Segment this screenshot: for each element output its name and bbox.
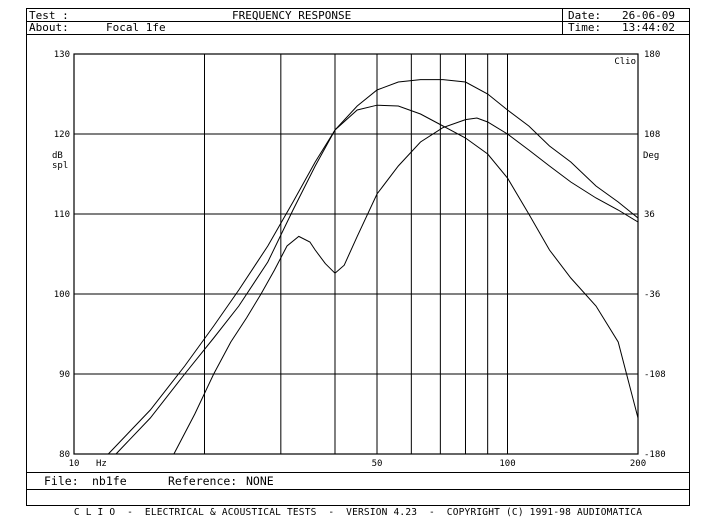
- series-line: [115, 104, 639, 455]
- time-value: 13:44:02: [622, 21, 675, 34]
- date-label: Date:: [568, 9, 602, 22]
- y-tick-label: 80: [59, 450, 70, 460]
- y-tick-label: 110: [54, 210, 70, 220]
- time-label: Time:: [568, 21, 602, 34]
- y2-tick-label: 108: [644, 130, 660, 140]
- reference-label: Reference:: [168, 474, 238, 488]
- chart-series: [107, 79, 639, 455]
- file-label: File:: [44, 474, 79, 488]
- y2-tick-label: 180: [644, 50, 660, 60]
- clio-tag: Clio: [614, 57, 636, 67]
- y2-tick-label: -108: [644, 370, 666, 380]
- y-axis-label: dB: [52, 151, 63, 161]
- reference-value: NONE: [246, 474, 274, 488]
- header-date-separator: [562, 8, 563, 34]
- file-value: nb1fe: [92, 474, 127, 488]
- y2-tick-label: -180: [644, 450, 666, 460]
- header-bottom-rule: [26, 34, 690, 35]
- plot-window: [26, 8, 690, 506]
- plot-area-border: [73, 53, 639, 455]
- y2-tick-label: -36: [644, 290, 660, 300]
- y-tick-label: 120: [54, 130, 70, 140]
- x-tick-label: 50: [372, 459, 383, 469]
- about-label: About:: [29, 21, 69, 34]
- footer-copyright: C L I O - ELECTRICAL & ACOUSTICAL TESTS …: [73, 507, 643, 518]
- about-value: Focal 1fe: [106, 21, 166, 34]
- y2-tick-label: 36: [644, 210, 655, 220]
- date-value: 26-06-09: [622, 9, 675, 22]
- report-title: FREQUENCY RESPONSE: [232, 9, 352, 22]
- file-bar-top-rule: [26, 472, 690, 473]
- file-bar-bottom-rule: [26, 489, 690, 490]
- header-divider: [26, 21, 690, 22]
- x-tick-label: 200: [630, 459, 646, 469]
- chart-labels: 80 90 100 110 120 130 -180 -108 -36 36 108 180 10 50 1…: [52, 50, 666, 469]
- series-line: [107, 79, 639, 455]
- y2-axis-label: Deg: [643, 151, 659, 161]
- series-line: [173, 117, 639, 455]
- x-tick-label: 100: [499, 459, 515, 469]
- y-tick-label: 90: [59, 370, 70, 380]
- y-tick-label: 100: [54, 290, 70, 300]
- x-unit-label: Hz: [96, 459, 107, 469]
- y-axis-label: spl: [52, 161, 68, 171]
- test-label: Test :: [29, 9, 69, 22]
- y-tick-label: 130: [54, 50, 70, 60]
- x-tick-label: 10: [69, 459, 80, 469]
- chart-grid: [73, 53, 639, 455]
